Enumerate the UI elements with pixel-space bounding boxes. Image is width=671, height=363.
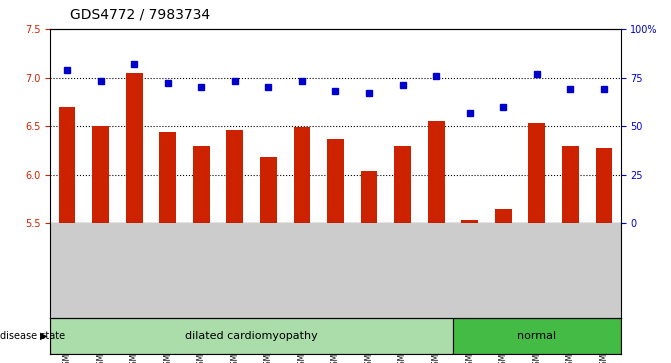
Text: normal: normal <box>517 331 556 341</box>
Bar <box>193 146 209 223</box>
Bar <box>260 157 276 223</box>
Bar <box>294 127 310 223</box>
Bar <box>125 73 142 223</box>
Bar <box>595 148 612 223</box>
Bar <box>58 107 75 223</box>
Text: ▶: ▶ <box>40 331 47 341</box>
Text: dilated cardiomyopathy: dilated cardiomyopathy <box>185 331 318 341</box>
Bar <box>159 132 176 223</box>
Text: ■: ■ <box>67 362 79 363</box>
Bar <box>394 146 411 223</box>
Bar <box>462 220 478 223</box>
Bar <box>495 209 511 223</box>
Text: GDS4772 / 7983734: GDS4772 / 7983734 <box>70 8 211 22</box>
Text: disease state: disease state <box>0 331 65 341</box>
Bar <box>361 171 377 223</box>
Bar <box>50 318 453 354</box>
Bar <box>327 139 344 223</box>
Bar <box>226 130 243 223</box>
Bar <box>427 121 444 223</box>
Bar <box>562 146 578 223</box>
Bar <box>453 318 621 354</box>
Bar <box>92 126 109 223</box>
Bar <box>528 123 545 223</box>
